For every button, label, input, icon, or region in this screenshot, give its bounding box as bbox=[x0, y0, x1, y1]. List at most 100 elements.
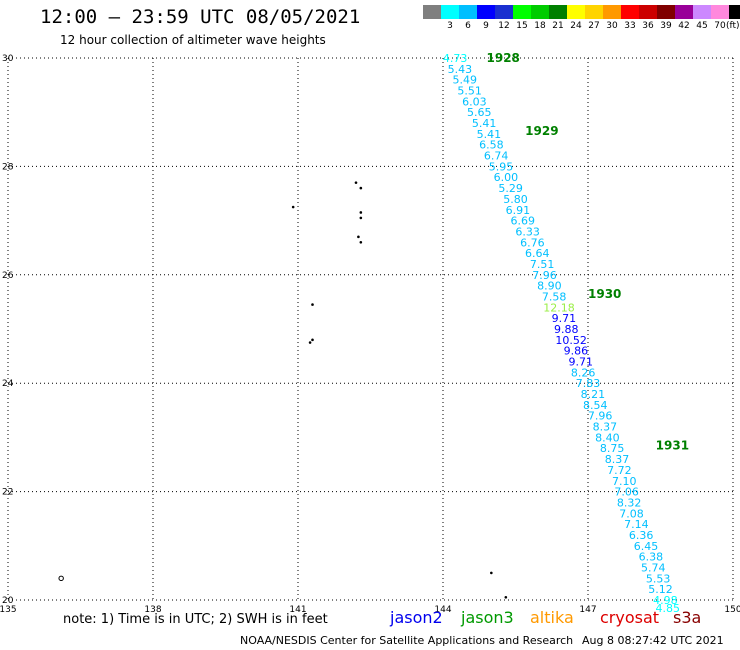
wave-height-value: 9.88 bbox=[554, 323, 579, 336]
legend-swatch bbox=[693, 5, 711, 19]
y-tick-label: 22 bbox=[2, 488, 13, 498]
legend-swatch bbox=[513, 5, 531, 19]
legend-label: 12 bbox=[498, 21, 510, 31]
wave-height-value: 7.83 bbox=[576, 377, 601, 390]
legend-label: 30 bbox=[606, 21, 618, 31]
legend-swatch bbox=[459, 5, 477, 19]
legend-label: 18 bbox=[534, 21, 546, 31]
legend-swatch bbox=[585, 5, 603, 19]
time-label: 1929 bbox=[525, 124, 558, 138]
color-legend-bar bbox=[423, 5, 740, 19]
legend-swatch bbox=[729, 5, 740, 19]
wave-height-value: 8.37 bbox=[593, 421, 618, 434]
wave-height-value: 8.26 bbox=[571, 366, 596, 379]
island-marker bbox=[311, 338, 314, 342]
wave-height-value: 7.08 bbox=[619, 507, 644, 520]
wave-height-value: 5.95 bbox=[489, 160, 514, 173]
wave-height-value: 6.76 bbox=[520, 236, 545, 249]
wave-height-value: 5.41 bbox=[472, 117, 497, 130]
wave-height-value: 9.71 bbox=[552, 312, 577, 325]
y-tick-label: 26 bbox=[2, 271, 14, 281]
x-tick-label: 150 bbox=[724, 605, 740, 615]
wave-height-value: 7.06 bbox=[614, 486, 639, 499]
satellite-jason3: jason3 bbox=[461, 608, 514, 627]
y-tick-label: 28 bbox=[2, 162, 14, 172]
wave-height-value: 8.54 bbox=[583, 399, 608, 412]
wave-height-value: 4.73 bbox=[443, 52, 468, 65]
wave-height-value: 6.33 bbox=[515, 225, 540, 238]
satellite-jason2: jason2 bbox=[390, 608, 443, 627]
wave-height-value: 5.29 bbox=[498, 182, 523, 195]
wave-height-value: 4.98 bbox=[653, 594, 678, 607]
time-label: 1931 bbox=[656, 439, 689, 453]
chart-title: 12:00 – 23:59 UTC 08/05/2021 bbox=[40, 6, 361, 28]
island-marker bbox=[504, 595, 508, 599]
legend-swatch bbox=[603, 5, 621, 19]
wave-height-value: 5.49 bbox=[453, 74, 478, 87]
wave-height-value: 7.72 bbox=[607, 464, 632, 477]
legend-swatch bbox=[549, 5, 567, 19]
island-marker bbox=[291, 205, 295, 209]
wave-height-value: 8.90 bbox=[537, 280, 562, 293]
wave-height-value: 6.58 bbox=[479, 139, 504, 152]
y-tick-label: 24 bbox=[2, 379, 14, 389]
plot-frame bbox=[7, 57, 734, 601]
time-label: 1928 bbox=[487, 51, 520, 65]
legend-swatch bbox=[441, 5, 459, 19]
legend-label: 21 bbox=[552, 21, 564, 31]
footer-credit: NOAA/NESDIS Center for Satellite Applica… bbox=[240, 634, 574, 647]
island-marker bbox=[359, 211, 363, 214]
wave-height-value: 5.12 bbox=[648, 583, 673, 596]
island-marker bbox=[359, 186, 363, 190]
legend-swatch bbox=[621, 5, 639, 19]
wave-height-value: 6.36 bbox=[629, 529, 654, 542]
wave-height-value: 5.65 bbox=[467, 106, 492, 119]
legend-label: 27 bbox=[588, 21, 600, 31]
legend-swatch bbox=[675, 5, 693, 19]
wave-height-value: 10.52 bbox=[555, 334, 587, 347]
wave-height-value: 4.85 bbox=[656, 602, 681, 615]
wave-height-value: 5.80 bbox=[503, 193, 528, 206]
island-marker bbox=[311, 303, 314, 306]
legend-label: 42 bbox=[678, 21, 690, 31]
legend-unit: (ft) bbox=[726, 21, 740, 31]
x-tick-label: 141 bbox=[289, 605, 306, 615]
wave-height-value: 5.74 bbox=[641, 561, 666, 574]
wave-height-value: 8.32 bbox=[617, 496, 642, 509]
wave-height-value: 8.37 bbox=[605, 453, 630, 466]
wave-height-value: 6.74 bbox=[484, 150, 509, 163]
island-marker bbox=[354, 181, 358, 184]
time-label: 1930 bbox=[588, 287, 621, 301]
x-tick-label: 144 bbox=[434, 605, 451, 615]
footer-note: note: 1) Time is in UTC; 2) SWH is in fe… bbox=[63, 612, 328, 627]
wave-height-value: 8.40 bbox=[595, 431, 620, 444]
legend-swatch bbox=[423, 5, 441, 19]
wave-height-value: 6.38 bbox=[639, 551, 664, 564]
wave-height-value: 5.41 bbox=[477, 128, 502, 141]
legend-swatch bbox=[639, 5, 657, 19]
satellite-s3a: s3a bbox=[673, 608, 702, 627]
wave-height-value: 12.18 bbox=[543, 301, 575, 314]
satellite-altika: altika bbox=[530, 608, 574, 627]
legend-swatch bbox=[711, 5, 729, 19]
wave-height-value: 7.96 bbox=[588, 410, 613, 423]
island-circle bbox=[58, 575, 64, 582]
legend-swatch bbox=[495, 5, 513, 19]
x-tick-label: 135 bbox=[0, 605, 17, 615]
wave-height-value: 7.58 bbox=[542, 290, 567, 303]
legend-label: 36 bbox=[642, 21, 654, 31]
legend-label: 39 bbox=[660, 21, 672, 31]
wave-height-value: 9.71 bbox=[569, 356, 594, 369]
wave-height-value: 6.03 bbox=[462, 95, 487, 108]
wave-height-value: 5.53 bbox=[646, 572, 671, 585]
y-tick-label: 30 bbox=[2, 54, 14, 64]
wave-height-value: 5.51 bbox=[457, 85, 482, 98]
wave-height-value: 5.43 bbox=[448, 63, 473, 76]
island-marker bbox=[359, 240, 363, 244]
wave-height-value: 7.51 bbox=[530, 258, 555, 271]
y-tick-label: 20 bbox=[2, 596, 14, 606]
x-tick-label: 138 bbox=[144, 605, 161, 615]
x-tick-label: 147 bbox=[579, 605, 596, 615]
footer-date: Aug 8 08:27:42 UTC 2021 bbox=[582, 634, 724, 647]
